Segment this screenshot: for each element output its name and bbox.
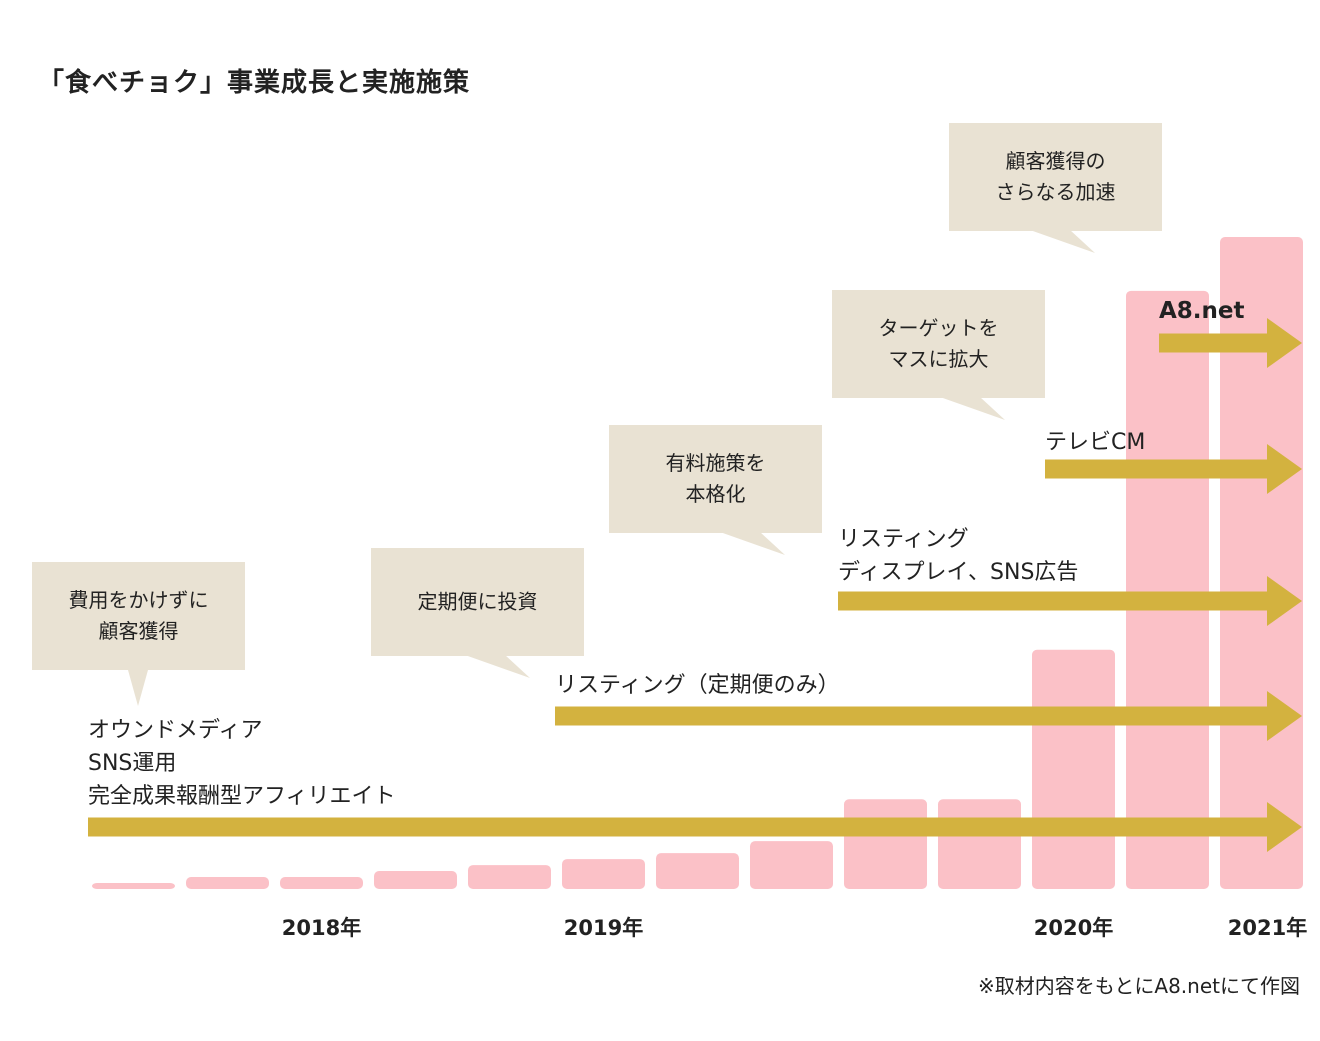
callout-tail	[1030, 230, 1095, 253]
initiative-arrow-3	[1045, 444, 1302, 494]
callout-text: 顧客獲得の さらなる加速	[995, 149, 1116, 204]
callout-tail	[940, 397, 1005, 420]
callout-tail	[128, 670, 148, 706]
year-label: 2019年	[563, 916, 644, 940]
bar-9	[938, 799, 1021, 889]
initiative-label: テレビCM	[1045, 430, 1146, 455]
initiative-label: A8.net	[1159, 298, 1245, 324]
initiative-arrow-0	[88, 802, 1302, 852]
callout-tail	[720, 532, 785, 555]
arrow-shaft	[1159, 333, 1268, 353]
bar-5	[562, 859, 645, 889]
bar-0	[92, 883, 175, 889]
initiative-arrow-2	[838, 576, 1302, 626]
callout-text: ターゲットを マスに拡大	[878, 316, 999, 371]
initiative-arrow-1	[555, 691, 1302, 741]
callout-bubble: ターゲットを マスに拡大	[832, 290, 1045, 398]
callout-bubble: 有料施策を 本格化	[609, 425, 822, 533]
chart-title: 「食べチョク」事業成長と実施施策	[38, 68, 471, 98]
callout-text: 定期便に投資	[417, 589, 538, 614]
initiative-arrow-4	[1159, 318, 1302, 368]
year-label: 2020年	[1033, 916, 1114, 940]
year-label: 2021年	[1227, 916, 1308, 940]
source-note: ※取材内容をもとにA8.netにて作図	[978, 974, 1300, 998]
bar-11	[1126, 290, 1209, 889]
initiative-label: リスティング（定期便のみ）	[555, 673, 840, 698]
arrow-shaft	[555, 706, 1268, 726]
initiative-label: リスティング ディスプレイ、SNS広告	[838, 527, 1079, 585]
arrow-head	[1267, 444, 1302, 494]
bar-7	[750, 841, 833, 889]
bar-1	[186, 877, 269, 889]
bar-8	[844, 799, 927, 889]
arrow-head	[1267, 318, 1302, 368]
initiative-label: オウンドメディア SNS運用 完全成果報酬型アフィリエイト	[88, 718, 396, 809]
arrow-shaft	[88, 817, 1268, 837]
arrow-head	[1267, 802, 1302, 852]
bar-4	[468, 865, 551, 889]
callout-bubble: 費用をかけずに 顧客獲得	[32, 562, 245, 670]
arrow-head	[1267, 691, 1302, 741]
callout-text: 有料施策を 本格化	[665, 451, 766, 506]
bar-3	[374, 871, 457, 889]
callout-tail	[465, 655, 530, 678]
callout-bubble: 顧客獲得の さらなる加速	[949, 123, 1162, 231]
arrow-shaft	[1045, 459, 1268, 479]
bar-10	[1032, 649, 1115, 889]
callout-bubble: 定期便に投資	[371, 548, 584, 656]
bar-6	[656, 853, 739, 889]
arrow-shaft	[838, 591, 1268, 611]
bar-2	[280, 877, 363, 889]
year-label: 2018年	[281, 916, 362, 940]
arrow-head	[1267, 576, 1302, 626]
callout-text: 費用をかけずに 顧客獲得	[68, 588, 209, 643]
